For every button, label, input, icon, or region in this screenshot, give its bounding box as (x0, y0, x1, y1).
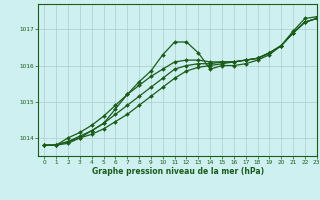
X-axis label: Graphe pression niveau de la mer (hPa): Graphe pression niveau de la mer (hPa) (92, 167, 264, 176)
